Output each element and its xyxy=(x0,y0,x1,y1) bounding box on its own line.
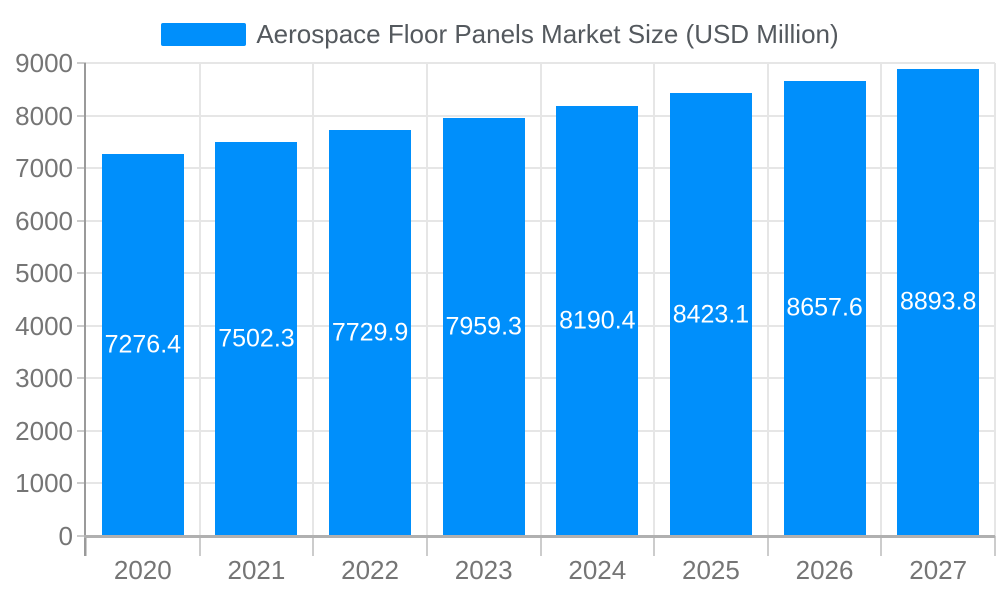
x-axis-label: 2027 xyxy=(909,555,968,585)
bar-value-label: 7502.3 xyxy=(218,324,295,353)
y-axis-tick xyxy=(77,482,86,485)
bar-value-label: 7959.3 xyxy=(445,312,522,341)
bar-2021[interactable] xyxy=(215,141,298,536)
x-axis-tick xyxy=(994,536,996,556)
legend-swatch xyxy=(161,22,247,46)
y-axis-line xyxy=(84,63,86,556)
x-axis-tick xyxy=(198,536,201,556)
y-axis-tick xyxy=(77,114,86,117)
legend-item[interactable]: Aerospace Floor Panels Market Size (USD … xyxy=(0,18,1000,50)
x-axis-label: 2021 xyxy=(227,555,286,585)
bar-value-label: 7276.4 xyxy=(104,330,182,359)
gridline-vertical xyxy=(312,63,315,536)
y-axis-label: 7000 xyxy=(15,153,73,184)
x-axis-label: 2020 xyxy=(113,555,172,585)
x-axis-tick xyxy=(766,536,769,556)
bar-2020[interactable] xyxy=(101,153,184,536)
bar-2025[interactable] xyxy=(669,93,752,536)
y-axis-tick xyxy=(77,377,86,380)
gridline-vertical xyxy=(880,63,883,536)
y-axis-tick xyxy=(77,272,86,275)
bar-value-label: 8190.4 xyxy=(559,306,636,335)
x-axis-line xyxy=(84,535,995,538)
bar-2027[interactable] xyxy=(897,68,980,536)
y-axis-tick xyxy=(77,429,86,432)
gridline-vertical xyxy=(766,63,769,536)
y-axis-label: 9000 xyxy=(15,48,73,78)
bar-value-label: 7729.9 xyxy=(331,318,409,347)
y-axis-label: 8000 xyxy=(15,100,73,131)
y-axis-label: 2000 xyxy=(15,415,73,446)
y-axis-tick xyxy=(77,219,86,222)
x-axis-label: 2025 xyxy=(682,555,740,585)
bar-2026[interactable] xyxy=(783,80,866,536)
y-axis-tick xyxy=(77,324,86,327)
gridline-vertical xyxy=(994,63,996,536)
y-axis-label: 3000 xyxy=(15,363,73,394)
y-axis-tick xyxy=(77,167,86,170)
gridline-vertical xyxy=(198,63,201,536)
bar-2023[interactable] xyxy=(442,117,525,536)
gridline-vertical xyxy=(539,63,542,536)
bar-2024[interactable] xyxy=(556,105,639,536)
x-axis-tick xyxy=(425,536,428,556)
y-axis-label: 0 xyxy=(58,521,73,551)
bar-value-label: 8423.1 xyxy=(672,300,750,329)
gridline-vertical xyxy=(653,63,656,536)
x-axis-label: 2026 xyxy=(795,555,854,585)
y-axis-tick xyxy=(77,62,86,64)
y-axis-tick xyxy=(77,535,86,537)
bar-value-label: 8657.6 xyxy=(786,293,863,322)
gridline-vertical xyxy=(425,63,428,536)
y-axis-label: 5000 xyxy=(15,258,73,289)
bar-value-label: 8893.8 xyxy=(899,287,977,316)
x-axis-label: 2023 xyxy=(454,555,513,585)
y-axis-label: 1000 xyxy=(15,468,73,499)
x-axis-tick xyxy=(539,536,542,556)
x-axis-tick xyxy=(85,536,87,556)
x-axis-tick xyxy=(312,536,315,556)
x-axis-label: 2024 xyxy=(568,555,627,585)
bar-2022[interactable] xyxy=(329,129,412,536)
x-axis-label: 2022 xyxy=(341,555,399,585)
legend-label: Aerospace Floor Panels Market Size (USD … xyxy=(256,19,839,49)
y-axis-label: 6000 xyxy=(15,205,73,236)
y-axis-label: 4000 xyxy=(15,310,73,341)
x-axis-tick xyxy=(880,536,883,556)
x-axis-tick xyxy=(653,536,656,556)
